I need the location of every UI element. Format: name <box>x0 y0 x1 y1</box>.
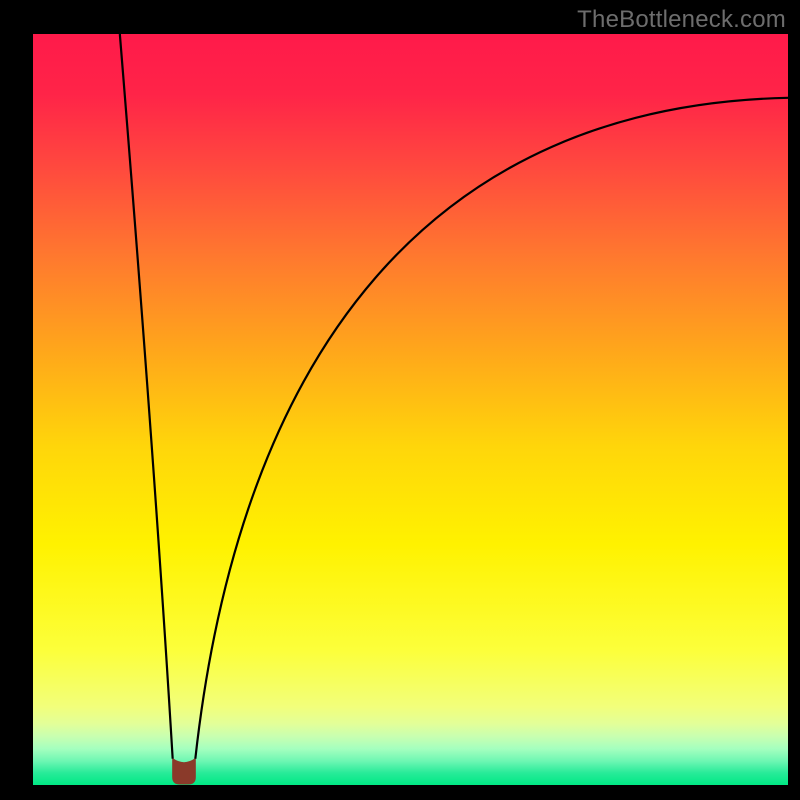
bottleneck-chart <box>0 0 800 800</box>
curve-dip <box>173 759 196 784</box>
watermark-text: TheBottleneck.com <box>577 6 786 34</box>
frame-right <box>788 0 800 800</box>
chart-root: { "watermark": { "text": "TheBottleneck.… <box>0 0 800 800</box>
plot-background <box>33 34 788 785</box>
frame-left <box>0 0 33 800</box>
frame-bottom <box>0 785 800 800</box>
